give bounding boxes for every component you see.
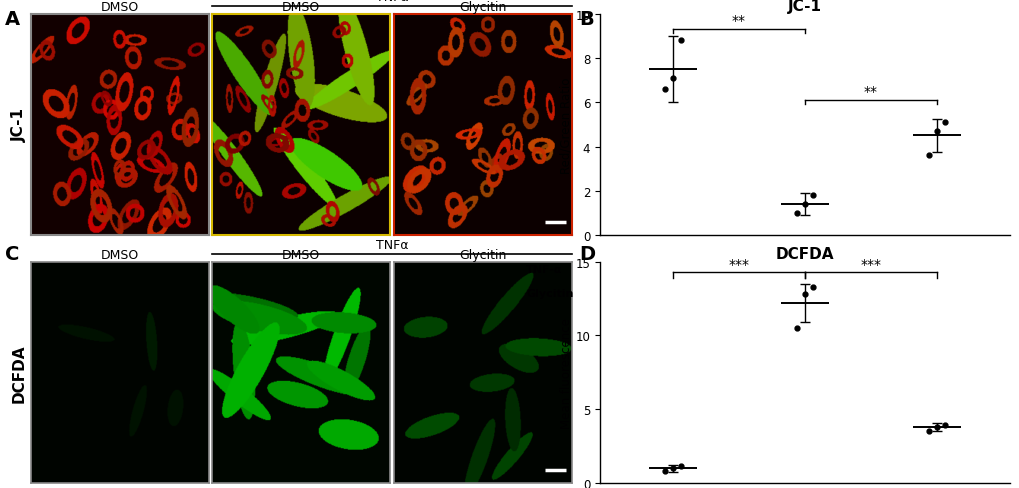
Y-axis label: Red/Green Ratio: Red/Green Ratio	[559, 77, 572, 173]
Text: ***: ***	[860, 257, 880, 271]
Text: B: B	[579, 10, 594, 29]
Title: DCFDA: DCFDA	[774, 246, 834, 261]
Text: 0: 0	[800, 289, 808, 299]
Text: TNF-α: TNF-α	[526, 264, 562, 274]
Text: DMSO: DMSO	[281, 249, 320, 262]
Text: Glycitin: Glycitin	[526, 289, 573, 299]
Text: TNFα: TNFα	[375, 0, 408, 4]
Text: Glycitin: Glycitin	[459, 249, 505, 262]
Text: A: A	[5, 10, 20, 29]
Text: 10(ng/ml): 10(ng/ml)	[906, 264, 967, 274]
Text: 0: 0	[668, 289, 676, 299]
Text: DMSO: DMSO	[100, 249, 139, 262]
Title: JC-1: JC-1	[787, 0, 821, 14]
Text: DMSO: DMSO	[100, 1, 139, 14]
Text: 100 (μg/ml): 100 (μg/ml)	[900, 289, 972, 299]
Y-axis label: JC-1: JC-1	[11, 108, 26, 142]
Text: 0: 0	[668, 264, 676, 274]
Y-axis label: DCFDA: DCFDA	[11, 344, 26, 402]
Text: D: D	[579, 244, 595, 263]
Text: TNFα: TNFα	[375, 239, 408, 251]
Text: 10: 10	[797, 264, 812, 274]
Text: ***: ***	[728, 257, 749, 271]
Text: **: **	[731, 14, 745, 28]
Y-axis label: Mean fluorescence: Mean fluorescence	[559, 317, 572, 428]
Text: DMSO: DMSO	[281, 1, 320, 14]
Text: C: C	[5, 244, 19, 263]
Text: **: **	[863, 85, 877, 99]
Text: Glycitin: Glycitin	[459, 1, 505, 14]
